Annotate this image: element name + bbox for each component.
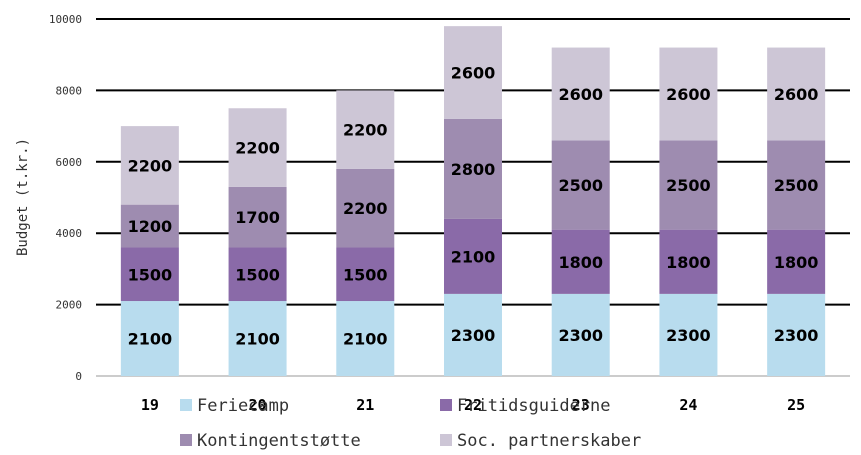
bar-segment	[767, 47, 826, 141]
y-tick-label: 0	[75, 370, 82, 383]
y-axis-label: Budget (t.kr.)	[15, 138, 31, 256]
legend-swatch	[180, 399, 192, 411]
bar-segment	[659, 140, 718, 230]
y-tick-label: 2000	[56, 299, 83, 312]
bar-segment	[336, 247, 395, 302]
bar-segment	[551, 229, 610, 294]
data-label: 2200	[343, 199, 388, 218]
legend-label: Soc. partnerskaber	[457, 431, 641, 451]
bar-segment	[120, 247, 179, 302]
bar-segment	[120, 301, 179, 376]
data-label: 1200	[128, 217, 173, 236]
bar-segment	[659, 47, 718, 141]
bar-segment	[444, 293, 502, 376]
data-label: 2300	[774, 326, 819, 345]
y-tick-label: 4000	[56, 227, 83, 240]
y-axis-ticks: 0 2000 4000 6000 8000 10000	[49, 13, 82, 383]
data-label: 1500	[128, 265, 173, 284]
x-tick-label: 19	[141, 396, 159, 414]
bar-segment	[336, 168, 395, 248]
y-tick-label: 6000	[56, 156, 83, 169]
data-label: 2600	[558, 85, 603, 104]
bars: 2100 1500 1200 2200 2100 1500 1700 2200 2100 1500…	[120, 26, 826, 376]
data-label: 2100	[235, 330, 280, 349]
y-tick-label: 10000	[49, 13, 82, 26]
bar-segment	[444, 118, 502, 219]
data-label: 2200	[235, 139, 280, 158]
data-label: 1800	[558, 253, 603, 272]
data-label: 2100	[451, 247, 496, 266]
data-label: 2600	[666, 85, 711, 104]
data-label: 2200	[128, 156, 173, 175]
bar-segment	[336, 90, 395, 169]
data-label: 1700	[235, 208, 280, 227]
legend-label: Kontingentstøtte	[197, 431, 361, 451]
data-label: 2800	[451, 160, 496, 179]
bar-segment	[120, 204, 179, 248]
bar-segment	[444, 218, 502, 294]
legend-swatch	[440, 399, 452, 411]
legend-swatch	[180, 434, 192, 446]
bar-segment	[444, 26, 502, 119]
data-label: 2100	[343, 330, 388, 349]
data-label: 1800	[774, 253, 819, 272]
data-label: 2600	[451, 64, 496, 83]
x-axis-tick-labels: 19 20 21 22 23 24 25	[141, 396, 805, 414]
x-tick-label: 24	[679, 396, 697, 414]
data-label: 1800	[666, 253, 711, 272]
data-label: 2200	[343, 121, 388, 140]
bar-segment	[767, 140, 826, 230]
bar-segment	[336, 301, 395, 376]
bar-segment	[228, 186, 287, 248]
x-tick-label: 23	[572, 396, 590, 414]
x-tick-label: 20	[249, 396, 267, 414]
legend-label: Feriecamp	[197, 396, 289, 416]
bar-segment	[767, 293, 826, 376]
bar-segment	[228, 108, 287, 187]
legend: Feriecamp Fritidsguiderne Kontingentstøtte…	[180, 396, 641, 451]
data-label: 1500	[343, 265, 388, 284]
bar-segment	[659, 293, 718, 376]
bar-segment	[767, 229, 826, 294]
x-tick-label: 21	[356, 396, 374, 414]
bar-segment	[659, 229, 718, 294]
data-label: 2600	[774, 85, 819, 104]
bar-segment	[228, 247, 287, 302]
x-tick-label: 22	[464, 396, 482, 414]
bar-segment	[551, 47, 610, 141]
x-tick-label: 25	[787, 396, 805, 414]
y-tick-label: 8000	[56, 84, 83, 97]
bar-segment	[120, 126, 179, 205]
data-label: 1500	[235, 265, 280, 284]
data-label: 2300	[451, 326, 496, 345]
bar-segment	[228, 301, 287, 376]
data-label: 2500	[558, 176, 603, 195]
data-label: 2300	[666, 326, 711, 345]
legend-label: Fritidsguiderne	[457, 396, 611, 416]
legend-swatch	[440, 434, 452, 446]
data-label: 2500	[774, 176, 819, 195]
data-label: 2500	[666, 176, 711, 195]
bar-segment	[551, 293, 610, 376]
bar-segment	[551, 140, 610, 230]
data-label: 2100	[128, 330, 173, 349]
data-label: 2300	[558, 326, 603, 345]
